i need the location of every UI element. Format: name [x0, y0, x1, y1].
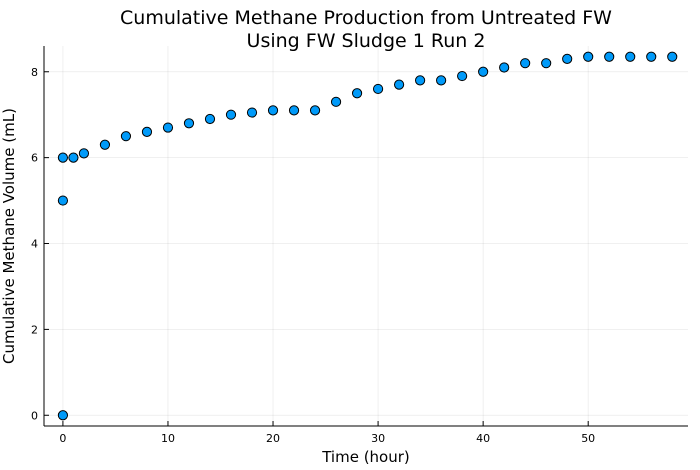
data-point	[478, 66, 489, 77]
data-point	[583, 51, 594, 62]
axes: 0 10 20 30 40 50 0 2 4 6 8	[31, 46, 688, 445]
data-point	[415, 75, 426, 86]
y-tick-label: 0	[31, 409, 38, 422]
data-point	[499, 62, 510, 73]
data-point	[457, 70, 468, 82]
y-tick-label: 8	[31, 66, 38, 79]
data-point	[309, 105, 321, 116]
data-point	[120, 131, 132, 142]
data-point	[78, 148, 90, 159]
data-point	[351, 88, 363, 99]
data-point	[267, 105, 279, 116]
data-point	[562, 53, 573, 64]
data-point	[162, 122, 174, 133]
data-point	[246, 107, 258, 118]
data-point	[625, 51, 636, 62]
x-axis-label: Time (hour)	[321, 448, 410, 466]
y-tick-label: 4	[31, 238, 38, 251]
x-tick-label: 30	[371, 432, 385, 445]
data-point	[372, 83, 384, 95]
data-point	[183, 118, 195, 129]
x-tick-label: 40	[476, 432, 490, 445]
data-point	[225, 109, 237, 120]
x-tick-label: 10	[161, 432, 175, 445]
data-point	[57, 195, 69, 206]
x-tick-label: 0	[59, 432, 66, 445]
data-point	[330, 96, 342, 107]
data-point	[604, 51, 615, 62]
data-point	[204, 113, 216, 125]
y-tick-label: 2	[31, 323, 38, 336]
y-axis-label: Cumulative Methane Volume (mL)	[0, 108, 18, 364]
data-point	[541, 58, 552, 69]
chart-title-line-1: Cumulative Methane Production from Untre…	[120, 7, 612, 29]
data-point	[99, 139, 111, 150]
data-point	[667, 51, 678, 62]
data-points	[57, 51, 678, 421]
data-point	[68, 152, 79, 163]
x-tick-label: 20	[266, 432, 280, 445]
data-point	[520, 58, 531, 69]
data-point	[141, 126, 153, 137]
y-tick-label: 6	[31, 152, 38, 165]
data-point	[57, 410, 69, 421]
data-point	[436, 75, 447, 86]
data-point	[288, 105, 300, 116]
x-tick-label: 50	[581, 432, 595, 445]
grid	[44, 46, 688, 426]
data-point	[393, 79, 405, 90]
data-point	[57, 152, 69, 163]
data-point	[646, 51, 657, 62]
chart-title-line-2: Using FW Sludge 1 Run 2	[247, 30, 486, 52]
